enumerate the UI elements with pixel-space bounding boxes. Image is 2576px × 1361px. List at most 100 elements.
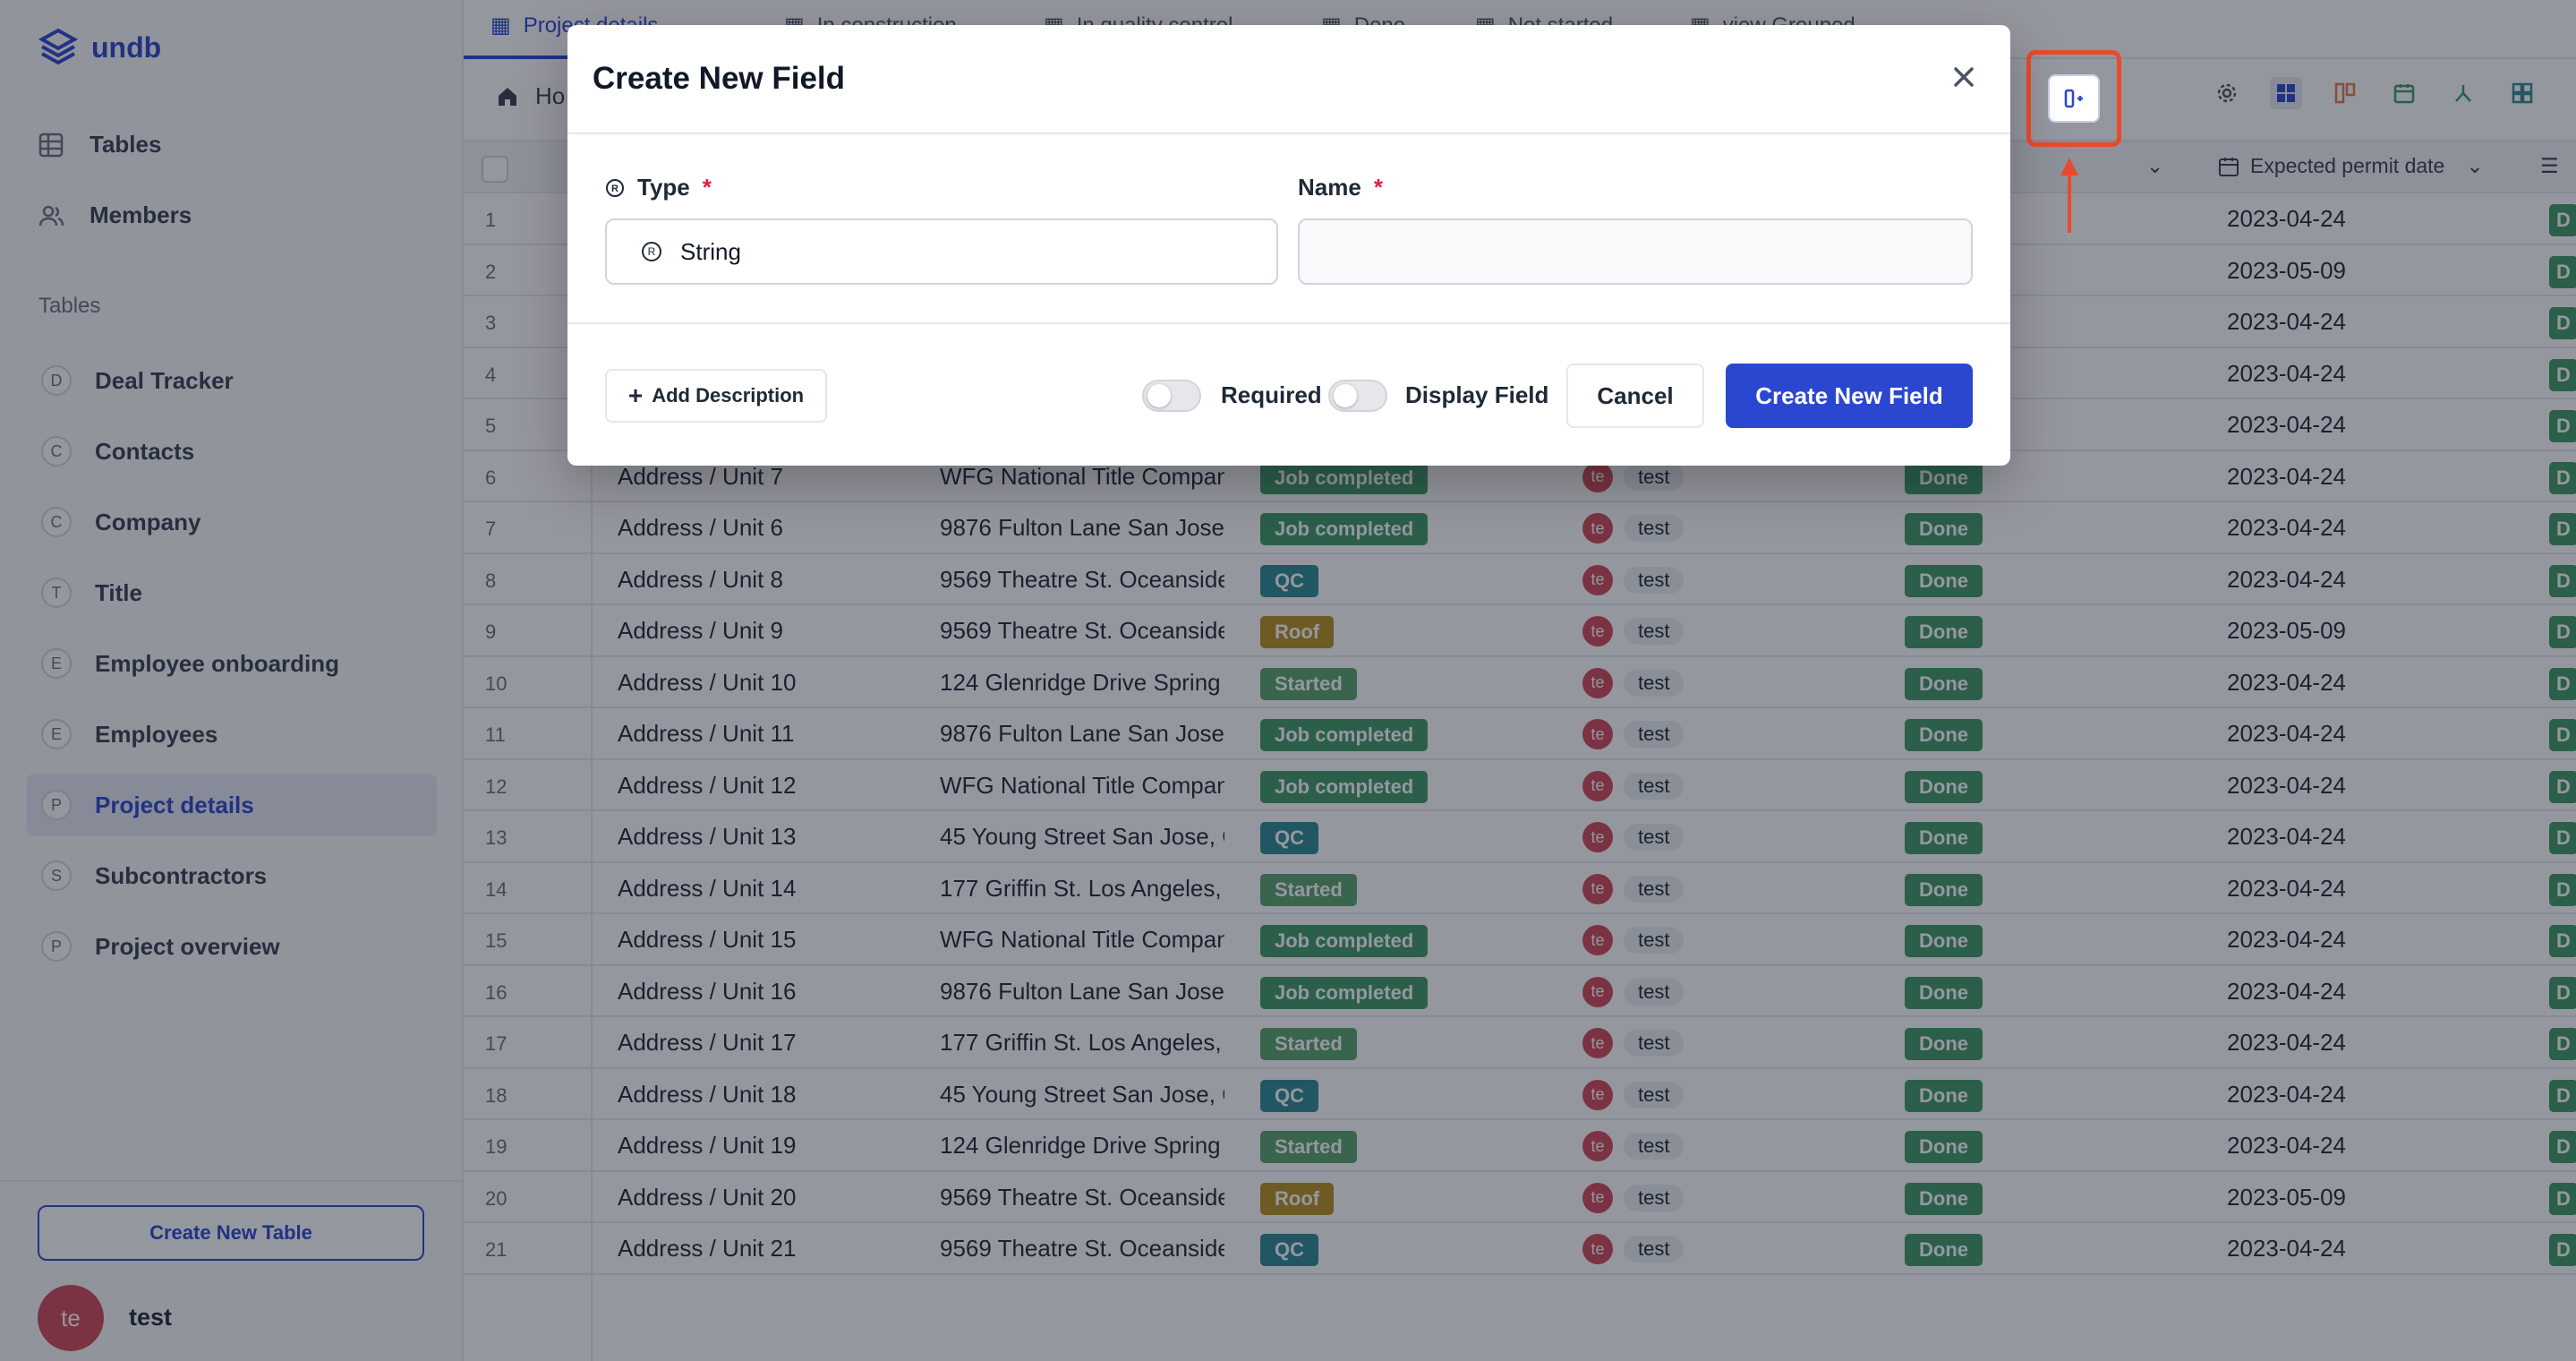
date-cell[interactable]: 2023-04-24 [2227, 359, 2346, 387]
location-cell[interactable]: 9876 Fulton Lane San Jose, [940, 720, 1224, 747]
date-cell[interactable]: 2023-05-09 [2227, 1183, 2346, 1211]
status-cell[interactable]: Roof [1260, 616, 1335, 648]
date-cell[interactable]: 2023-04-24 [2227, 1235, 2346, 1262]
user-cell[interactable]: te test [1582, 1079, 1685, 1110]
table-row[interactable]: 15 Address / Unit 15 WFG National Title Co… [464, 914, 2576, 966]
status-cell[interactable]: Job completed [1260, 770, 1429, 803]
location-cell[interactable]: 9569 Theatre St. Oceanside, [940, 565, 1224, 593]
user-cell[interactable]: te test [1582, 1131, 1685, 1161]
tree-view-icon[interactable] [2447, 77, 2479, 109]
user-cell[interactable]: te test [1582, 873, 1685, 904]
table-row[interactable]: 7 Address / Unit 6 9876 Fulton Lane San Jo… [464, 502, 2576, 554]
done-cell[interactable]: Done [1905, 873, 1983, 906]
table-row[interactable]: 13 Address / Unit 13 45 Young Street San J… [464, 811, 2576, 863]
row-number[interactable]: 14 [485, 877, 508, 901]
close-icon[interactable] [1942, 56, 1985, 98]
column-header-menu[interactable]: ⌄ [2146, 154, 2163, 178]
row-number[interactable]: 6 [485, 466, 497, 489]
table-row[interactable]: 20 Address / Unit 20 9569 Theatre St. Ocea… [464, 1172, 2576, 1223]
location-cell[interactable]: 9876 Fulton Lane San Jose, [940, 514, 1224, 541]
sidebar-item-deal-tracker[interactable]: D Deal Tracker [27, 349, 437, 412]
status-cell[interactable]: QC [1260, 564, 1318, 597]
user-cell[interactable]: te test [1582, 976, 1685, 1007]
table-row[interactable]: 8 Address / Unit 8 9569 Theatre St. Oceans… [464, 554, 2576, 605]
row-number[interactable]: 13 [485, 826, 508, 849]
breadcrumb[interactable]: Ho [496, 82, 565, 110]
sidebar-item-project-overview[interactable]: P Project overview [27, 915, 437, 978]
row-number[interactable]: 7 [485, 518, 497, 540]
location-cell[interactable]: 177 Griffin St. Los Angeles, C [940, 874, 1224, 902]
edge-cell[interactable]: D [2549, 513, 2576, 545]
app-logo[interactable]: undb [38, 27, 161, 68]
edge-cell[interactable]: D [2549, 770, 2576, 803]
row-number[interactable]: 3 [485, 312, 497, 334]
row-number[interactable]: 8 [485, 569, 497, 592]
sidebar-item-project-details[interactable]: P Project details [27, 774, 437, 836]
name-input[interactable] [1298, 218, 1973, 285]
date-cell[interactable]: 2023-04-24 [2227, 514, 2346, 541]
done-cell[interactable]: Done [1905, 1182, 1983, 1215]
date-cell[interactable]: 2023-04-24 [2227, 668, 2346, 696]
location-cell[interactable]: 9569 Theatre St. Oceanside, [940, 1183, 1224, 1211]
date-cell[interactable]: 2023-04-24 [2227, 1080, 2346, 1108]
sidebar-item-title[interactable]: T Title [27, 561, 437, 624]
location-cell[interactable]: 9569 Theatre St. Oceanside, [940, 1235, 1224, 1262]
status-cell[interactable]: Started [1260, 667, 1357, 700]
row-number[interactable]: 15 [485, 929, 508, 952]
user-cell[interactable]: te test [1582, 1234, 1685, 1264]
create-new-field-button[interactable]: Create New Field [1726, 364, 1973, 428]
status-cell[interactable]: QC [1260, 822, 1318, 854]
status-cell[interactable]: Roof [1260, 1182, 1335, 1215]
row-number[interactable]: 10 [485, 672, 508, 695]
location-cell[interactable]: 124 Glenridge Drive Spring V [940, 1132, 1224, 1159]
nav-members[interactable]: Members [38, 201, 192, 229]
address-cell[interactable]: Address / Unit 14 [618, 874, 797, 902]
date-cell[interactable]: 2023-04-24 [2227, 720, 2346, 747]
date-cell[interactable]: 2023-04-24 [2227, 977, 2346, 1005]
location-cell[interactable]: 9569 Theatre St. Oceanside, [940, 617, 1224, 644]
table-row[interactable]: 6 Address / Unit 7 WFG National Title Comp… [464, 451, 2576, 502]
location-cell[interactable]: 45 Young Street San Jose, C [940, 1080, 1224, 1108]
table-row[interactable]: 9 Address / Unit 9 9569 Theatre St. Oceans… [464, 605, 2576, 657]
row-number[interactable]: 16 [485, 980, 508, 1004]
location-cell[interactable]: 177 Griffin St. Los Angeles, C [940, 1029, 1224, 1056]
table-row[interactable]: 18 Address / Unit 18 45 Young Street San J… [464, 1069, 2576, 1120]
location-cell[interactable]: 124 Glenridge Drive Spring V [940, 668, 1224, 696]
done-cell[interactable]: Done [1905, 976, 1983, 1009]
edge-cell[interactable]: D [2549, 1079, 2576, 1112]
row-number[interactable]: 12 [485, 775, 508, 798]
done-cell[interactable]: Done [1905, 461, 1983, 494]
done-cell[interactable]: Done [1905, 1079, 1983, 1112]
status-cell[interactable]: Job completed [1260, 461, 1429, 494]
address-cell[interactable]: Address / Unit 13 [618, 823, 797, 850]
edge-cell[interactable]: D [2549, 1028, 2576, 1060]
user-cell[interactable]: te test [1582, 822, 1685, 852]
row-number[interactable]: 9 [485, 621, 497, 643]
user-cell[interactable]: te test [1582, 667, 1685, 698]
address-cell[interactable]: Address / Unit 19 [618, 1132, 797, 1159]
row-number[interactable]: 5 [485, 415, 497, 437]
edge-cell[interactable]: D [2549, 564, 2576, 597]
user-cell[interactable]: te test [1582, 616, 1685, 646]
address-cell[interactable]: Address / Unit 18 [618, 1080, 797, 1108]
address-cell[interactable]: Address / Unit 17 [618, 1029, 797, 1056]
table-row[interactable]: 17 Address / Unit 17 177 Griffin St. Los A… [464, 1017, 2576, 1069]
status-cell[interactable]: QC [1260, 1234, 1318, 1266]
address-cell[interactable]: Address / Unit 10 [618, 668, 797, 696]
sidebar-item-subcontractors[interactable]: S Subcontractors [27, 844, 437, 907]
date-cell[interactable]: 2023-04-24 [2227, 565, 2346, 593]
address-cell[interactable]: Address / Unit 15 [618, 926, 797, 953]
user-cell[interactable]: te test [1582, 925, 1685, 955]
row-number[interactable]: 2 [485, 260, 497, 283]
user-cell[interactable]: te test [1582, 1028, 1685, 1058]
settings-icon[interactable] [2211, 77, 2243, 109]
address-cell[interactable]: Address / Unit 8 [618, 565, 783, 593]
row-number[interactable]: 17 [485, 1032, 508, 1055]
edge-cell[interactable]: D [2549, 410, 2576, 442]
edge-cell[interactable]: D [2549, 719, 2576, 751]
nav-tables[interactable]: Tables [38, 131, 161, 158]
done-cell[interactable]: Done [1905, 1131, 1983, 1163]
date-cell[interactable]: 2023-04-24 [2227, 308, 2346, 335]
edge-cell[interactable]: D [2549, 616, 2576, 648]
create-field-button[interactable] [2048, 74, 2100, 123]
